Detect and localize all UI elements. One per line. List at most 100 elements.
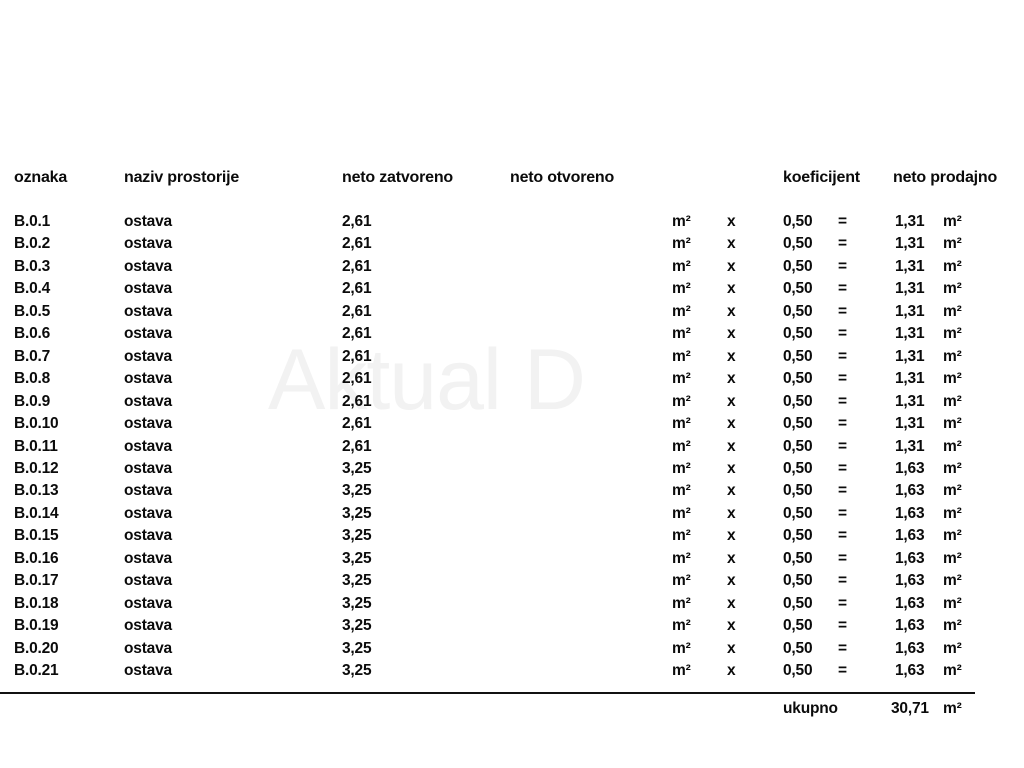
cell-naziv: ostava <box>124 437 172 455</box>
cell-unit-zatvoreno: m² <box>672 549 691 567</box>
cell-oznaka: B.0.2 <box>14 235 51 253</box>
cell-equals-sign: = <box>838 482 847 500</box>
cell-unit-zatvoreno: m² <box>672 572 691 590</box>
cell-neto-prodajno: 1,63 <box>895 617 925 635</box>
cell-multiply-sign: x <box>727 549 736 567</box>
cell-unit-prodajno: m² <box>943 527 962 545</box>
cell-unit-prodajno: m² <box>943 504 962 522</box>
cell-equals-sign: = <box>838 235 847 253</box>
cell-neto-prodajno: 1,63 <box>895 594 925 612</box>
cell-unit-prodajno: m² <box>943 617 962 635</box>
cell-unit-zatvoreno: m² <box>672 392 691 410</box>
table-row: B.0.3 ostava 2,61 m² x 0,50 = 1,31 m² <box>0 256 1024 278</box>
cell-oznaka: B.0.5 <box>14 302 51 320</box>
cell-neto-zatvoreno: 3,25 <box>342 504 372 522</box>
cell-multiply-sign: x <box>727 527 736 545</box>
table-row: B.0.20 ostava 3,25 m² x 0,50 = 1,63 m² <box>0 638 1024 660</box>
cell-unit-zatvoreno: m² <box>672 235 691 253</box>
cell-neto-prodajno: 1,31 <box>895 370 925 388</box>
cell-koeficijent: 0,50 <box>783 235 813 253</box>
cell-koeficijent: 0,50 <box>783 257 813 275</box>
column-header-oznaka: oznaka <box>14 169 68 186</box>
cell-equals-sign: = <box>838 325 847 343</box>
cell-equals-sign: = <box>838 662 847 679</box>
cell-unit-zatvoreno: m² <box>672 347 691 365</box>
table-row: B.0.4 ostava 2,61 m² x 0,50 = 1,31 m² <box>0 278 1024 300</box>
cell-oznaka: B.0.8 <box>14 370 51 388</box>
cell-multiply-sign: x <box>727 437 736 455</box>
cell-oznaka: B.0.21 <box>14 662 59 679</box>
cell-naziv: ostava <box>124 572 172 590</box>
cell-unit-prodajno: m² <box>943 302 962 320</box>
cell-koeficijent: 0,50 <box>783 572 813 590</box>
table-row: B.0.13 ostava 3,25 m² x 0,50 = 1,63 m² <box>0 480 1024 502</box>
cell-koeficijent: 0,50 <box>783 594 813 612</box>
table-row: B.0.14 ostava 3,25 m² x 0,50 = 1,63 m² <box>0 503 1024 525</box>
column-header-neto-zatvoreno: neto zatvoreno <box>342 169 453 186</box>
cell-oznaka: B.0.1 <box>14 213 51 230</box>
cell-oznaka: B.0.19 <box>14 617 59 635</box>
cell-koeficijent: 0,50 <box>783 459 813 477</box>
cell-naziv: ostava <box>124 662 172 679</box>
cell-naziv: ostava <box>124 302 172 320</box>
cell-unit-zatvoreno: m² <box>672 527 691 545</box>
cell-neto-prodajno: 1,31 <box>895 213 925 230</box>
table-header-row: oznaka naziv prostorije neto zatvoreno n… <box>0 166 1024 190</box>
cell-unit-zatvoreno: m² <box>672 370 691 388</box>
cell-equals-sign: = <box>838 459 847 477</box>
cell-equals-sign: = <box>838 572 847 590</box>
cell-equals-sign: = <box>838 370 847 388</box>
cell-naziv: ostava <box>124 213 172 230</box>
cell-oznaka: B.0.16 <box>14 549 59 567</box>
cell-oznaka: B.0.13 <box>14 482 59 500</box>
cell-neto-zatvoreno: 3,25 <box>342 459 372 477</box>
cell-unit-zatvoreno: m² <box>672 617 691 635</box>
cell-neto-prodajno: 1,63 <box>895 549 925 567</box>
cell-neto-zatvoreno: 2,61 <box>342 347 372 365</box>
table-row: B.0.15 ostava 3,25 m² x 0,50 = 1,63 m² <box>0 525 1024 547</box>
cell-neto-prodajno: 1,31 <box>895 280 925 298</box>
cell-unit-prodajno: m² <box>943 347 962 365</box>
cell-equals-sign: = <box>838 639 847 657</box>
cell-naziv: ostava <box>124 280 172 298</box>
cell-neto-prodajno: 1,31 <box>895 325 925 343</box>
cell-unit-prodajno: m² <box>943 415 962 433</box>
cell-koeficijent: 0,50 <box>783 213 813 230</box>
cell-neto-prodajno: 1,31 <box>895 257 925 275</box>
cell-oznaka: B.0.17 <box>14 572 59 590</box>
table-row: B.0.16 ostava 3,25 m² x 0,50 = 1,63 m² <box>0 548 1024 570</box>
cell-koeficijent: 0,50 <box>783 280 813 298</box>
cell-unit-prodajno: m² <box>943 482 962 500</box>
cell-neto-prodajno: 1,31 <box>895 235 925 253</box>
cell-equals-sign: = <box>838 392 847 410</box>
cell-koeficijent: 0,50 <box>783 549 813 567</box>
cell-neto-zatvoreno: 3,25 <box>342 639 372 657</box>
cell-equals-sign: = <box>838 504 847 522</box>
cell-unit-prodajno: m² <box>943 392 962 410</box>
cell-oznaka: B.0.20 <box>14 639 59 657</box>
table-row: B.0.9 ostava 2,61 m² x 0,50 = 1,31 m² <box>0 391 1024 413</box>
table-total-row: ukupno 30,71 m² <box>0 697 1024 721</box>
cell-neto-zatvoreno: 2,61 <box>342 213 372 230</box>
cell-neto-prodajno: 1,63 <box>895 482 925 500</box>
cell-neto-zatvoreno: 3,25 <box>342 549 372 567</box>
cell-oznaka: B.0.7 <box>14 347 51 365</box>
cell-neto-zatvoreno: 2,61 <box>342 302 372 320</box>
table-row: B.0.7 ostava 2,61 m² x 0,50 = 1,31 m² <box>0 346 1024 368</box>
table-row: B.0.21 ostava 3,25 m² x 0,50 = 1,63 m² <box>0 660 1024 682</box>
cell-naziv: ostava <box>124 415 172 433</box>
cell-neto-prodajno: 1,63 <box>895 527 925 545</box>
cell-neto-zatvoreno: 2,61 <box>342 325 372 343</box>
cell-oznaka: B.0.10 <box>14 415 59 433</box>
cell-multiply-sign: x <box>727 370 736 388</box>
cell-neto-zatvoreno: 2,61 <box>342 415 372 433</box>
column-header-neto-otvoreno: neto otvoreno <box>510 169 615 186</box>
cell-unit-zatvoreno: m² <box>672 594 691 612</box>
cell-unit-zatvoreno: m² <box>672 280 691 298</box>
cell-unit-prodajno: m² <box>943 437 962 455</box>
cell-equals-sign: = <box>838 347 847 365</box>
cell-unit-prodajno: m² <box>943 549 962 567</box>
cell-multiply-sign: x <box>727 617 736 635</box>
table-row: B.0.12 ostava 3,25 m² x 0,50 = 1,63 m² <box>0 458 1024 480</box>
cell-unit-zatvoreno: m² <box>672 504 691 522</box>
